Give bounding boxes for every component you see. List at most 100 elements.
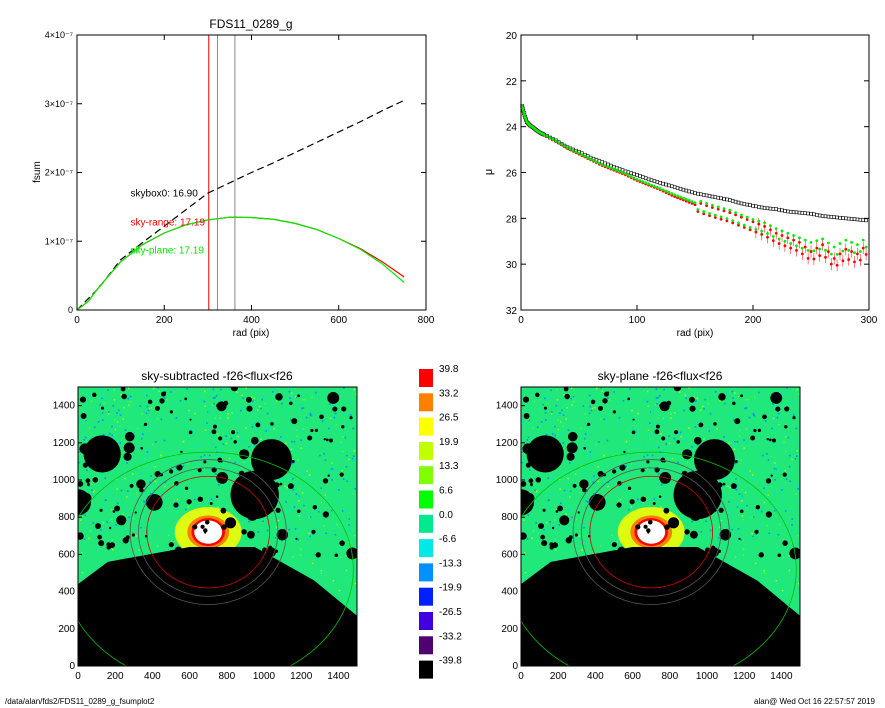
- image-noise: [212, 397, 215, 399]
- mu-point: [783, 239, 787, 243]
- image-noise: [228, 457, 231, 460]
- image-noise: [554, 539, 557, 541]
- image-noise: [124, 387, 127, 390]
- mu-point: [597, 161, 601, 165]
- masked-region: [83, 435, 121, 473]
- image-noise: [755, 562, 757, 565]
- image-noise: [203, 400, 206, 403]
- masked-star: [289, 401, 293, 406]
- image-noise: [346, 480, 348, 483]
- image-noise: [615, 403, 618, 405]
- image-noise: [192, 430, 195, 433]
- image-noise: [723, 436, 725, 438]
- image-noise: [122, 513, 124, 515]
- image-noise: [300, 447, 302, 449]
- image-noise: [291, 440, 293, 443]
- mu-xtick-label: 100: [629, 315, 646, 326]
- image-noise: [331, 417, 333, 419]
- image-noise: [664, 417, 667, 420]
- image-noise: [700, 409, 702, 411]
- image-xtick-label: 1200: [733, 671, 756, 682]
- masked-region: [230, 470, 279, 520]
- image-noise: [593, 492, 595, 495]
- masked-star: [203, 528, 208, 533]
- image-noise: [111, 524, 114, 527]
- image-noise: [108, 494, 111, 496]
- image-noise: [753, 414, 756, 417]
- image-noise: [708, 430, 711, 432]
- image-noise: [742, 518, 744, 521]
- image-noise: [351, 457, 354, 460]
- mu-point: [843, 216, 848, 221]
- image-noise: [565, 528, 568, 530]
- mu-point: [780, 208, 784, 213]
- masked-star: [78, 532, 84, 540]
- image-noise: [204, 429, 207, 431]
- image-noise: [291, 462, 294, 465]
- mu-point: [661, 181, 665, 186]
- mu-point: [771, 234, 775, 238]
- masked-star: [327, 392, 340, 404]
- image-noise: [116, 502, 119, 504]
- mu-point: [638, 179, 642, 182]
- fsum-annotation: sky-range: 17.19: [131, 217, 206, 228]
- image-noise: [320, 569, 322, 572]
- image-noise: [607, 424, 609, 426]
- image-noise: [554, 425, 556, 428]
- mu-point: [820, 214, 825, 218]
- image-noise: [120, 489, 123, 492]
- image-noise: [122, 528, 125, 530]
- mu-point: [777, 207, 781, 212]
- fsum-xtick-label: 800: [418, 315, 435, 326]
- mu-point: [829, 252, 833, 256]
- image-xtick-label: 1200: [290, 671, 313, 682]
- image-noise: [222, 443, 225, 445]
- image-noise: [778, 423, 780, 426]
- image-noise: [715, 390, 717, 392]
- image-noise: [617, 536, 620, 539]
- masked-star: [750, 435, 756, 441]
- image-ytick-label: 1000: [496, 475, 519, 486]
- image-noise: [595, 388, 598, 390]
- image-noise: [151, 389, 153, 392]
- masked-star: [250, 436, 259, 445]
- image-noise: [557, 419, 559, 421]
- image-noise: [102, 419, 104, 421]
- masked-star: [325, 438, 329, 442]
- image-noise: [342, 433, 345, 436]
- masked-star: [279, 482, 283, 486]
- image-noise: [789, 480, 791, 483]
- image-noise: [88, 392, 91, 395]
- image-noise: [275, 505, 278, 508]
- masked-star: [120, 387, 126, 392]
- image-noise: [620, 448, 623, 451]
- image-noise: [209, 431, 211, 434]
- image-noise: [798, 393, 800, 395]
- image-noise: [302, 407, 305, 409]
- mu-point: [615, 168, 619, 172]
- mu-point: [571, 148, 575, 152]
- image-noise: [355, 393, 357, 395]
- image-noise: [175, 417, 178, 419]
- masked-star: [239, 449, 250, 460]
- image-noise: [141, 413, 144, 415]
- image-noise: [565, 418, 567, 420]
- masked-star: [529, 483, 533, 486]
- masked-star: [782, 472, 787, 477]
- image-noise: [794, 443, 796, 445]
- image-noise: [632, 428, 634, 431]
- image-noise: [744, 470, 746, 473]
- image-noise: [796, 535, 799, 537]
- image-noise: [300, 439, 302, 441]
- image-noise: [544, 396, 546, 398]
- mu-point: [566, 146, 569, 150]
- masked-star: [522, 396, 530, 403]
- masked-star: [646, 528, 651, 533]
- image-noise: [208, 406, 211, 408]
- image-noise: [672, 490, 675, 493]
- image-noise: [158, 482, 161, 484]
- image-noise: [86, 469, 88, 471]
- mu-point: [855, 217, 860, 222]
- mu-point: [853, 251, 856, 255]
- masked-star: [758, 552, 764, 558]
